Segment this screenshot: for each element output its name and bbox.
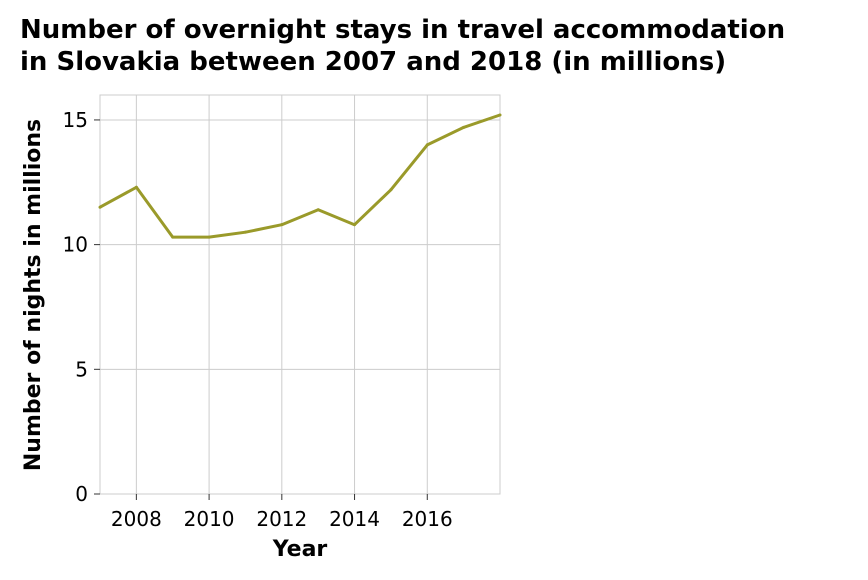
y-tick-label: 5 xyxy=(75,357,88,381)
chart-title: Number of overnight stays in travel acco… xyxy=(20,14,860,78)
data-point xyxy=(243,230,247,234)
x-tick-label: 2016 xyxy=(402,507,453,531)
data-point xyxy=(98,205,102,209)
plot-border xyxy=(99,94,501,495)
y-tick-label: 0 xyxy=(75,482,88,506)
plot-area xyxy=(99,94,501,495)
y-axis-label: Number of nights in millions xyxy=(21,119,46,471)
grid-lines xyxy=(100,95,500,495)
data-point xyxy=(353,223,357,227)
data-point xyxy=(498,113,502,117)
y-tick-label: 10 xyxy=(63,233,88,257)
x-tick-label: 2012 xyxy=(256,507,307,531)
data-point xyxy=(280,223,284,227)
series-line xyxy=(99,113,501,239)
x-tick-label: 2010 xyxy=(184,507,235,531)
x-axis-ticks: 2008 2010 2012 2014 2016 xyxy=(111,494,453,531)
data-point xyxy=(134,185,138,189)
data-point xyxy=(425,143,429,147)
y-axis-ticks: 0 5 10 15 xyxy=(63,108,100,506)
data-point xyxy=(389,188,393,192)
y-tick-label: 15 xyxy=(63,108,88,132)
chart-title-line-1: Number of overnight stays in travel acco… xyxy=(20,15,786,45)
x-tick-label: 2014 xyxy=(329,507,380,531)
x-tick-label: 2008 xyxy=(111,507,162,531)
data-point xyxy=(207,235,211,239)
x-axis-label: Year xyxy=(272,537,328,562)
data-point xyxy=(462,125,466,129)
chart-title-line-2: in Slovakia between 2007 and 2018 (in mi… xyxy=(20,47,727,77)
series-group xyxy=(98,113,502,239)
data-point xyxy=(316,208,320,212)
data-point xyxy=(171,235,175,239)
